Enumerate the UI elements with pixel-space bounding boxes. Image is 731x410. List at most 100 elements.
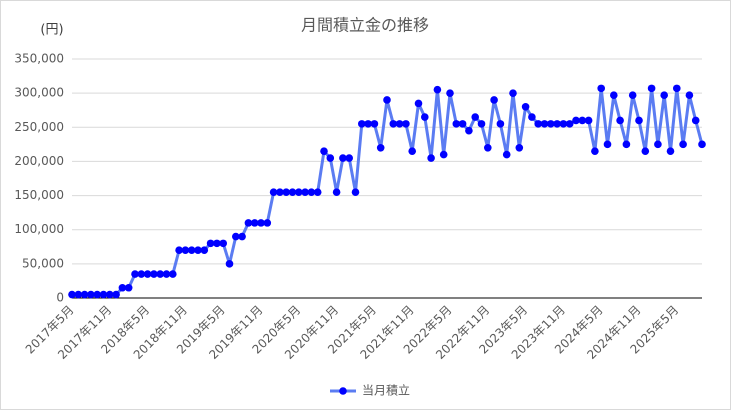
marker [578,116,587,125]
marker [295,188,303,196]
marker [156,270,164,278]
marker [93,290,101,299]
marker [232,232,240,241]
marker [219,239,227,248]
marker [547,120,555,128]
marker [351,188,360,196]
y-tick-label: 100,000 [14,222,64,236]
marker [458,120,467,128]
marker [225,260,234,268]
marker [345,154,354,162]
marker [250,219,259,227]
marker [528,113,536,121]
marker [395,120,404,128]
marker [427,154,435,162]
marker [383,96,391,104]
chart-title: 月間積立金の推移 [301,16,429,35]
marker [673,84,681,93]
marker [452,120,461,128]
marker [465,126,473,135]
marker [408,147,417,155]
marker [584,116,593,125]
marker [194,246,202,254]
marker [143,270,152,278]
marker [238,232,246,241]
marker [471,113,480,121]
legend-label: 当月積立 [362,383,410,398]
marker [124,283,133,292]
marker [276,188,284,196]
marker [477,120,486,128]
marker [622,140,631,149]
marker [660,91,668,99]
marker [213,239,221,248]
marker [641,147,650,155]
marker [565,120,574,128]
marker [288,188,297,196]
marker [698,140,706,149]
marker [647,84,656,93]
marker [534,120,542,128]
marker [389,120,398,128]
y-tick-label: 200,000 [14,154,64,168]
marker [263,219,272,227]
y-tick-label: 250,000 [14,120,64,134]
marker [496,120,505,128]
marker [402,120,410,128]
marker [484,143,492,152]
marker [301,188,309,196]
marker [200,246,209,254]
marker [691,116,700,125]
marker [332,188,341,196]
marker [80,290,89,299]
marker [654,140,662,149]
marker [137,270,146,278]
marker [421,113,429,121]
marker [358,120,366,128]
marker [244,219,253,227]
legend-marker [339,387,347,395]
marker [175,246,183,254]
marker [131,270,139,278]
marker [490,96,498,104]
marker [206,239,215,248]
marker [257,219,265,227]
marker [628,91,637,99]
marker [446,89,454,97]
marker [597,84,605,93]
marker [169,270,177,278]
marker [339,154,347,162]
marker [414,99,423,108]
marker [433,85,442,94]
y-tick-label: 50,000 [22,256,64,270]
marker [610,91,618,99]
marker [68,290,76,299]
marker [553,120,561,128]
marker [679,140,687,149]
marker [269,188,278,196]
marker [313,188,322,196]
marker [106,290,114,299]
marker [118,283,127,292]
marker [572,116,580,125]
marker [515,143,524,152]
y-tick-label: 150,000 [14,188,64,202]
marker [87,290,95,299]
marker [326,154,335,162]
marker [320,147,328,155]
y-unit-label: (円) [40,23,63,38]
marker [307,188,316,196]
marker [666,147,675,155]
marker [187,246,196,254]
marker [99,290,108,299]
marker [616,116,624,125]
marker [685,91,694,99]
y-tick-label: 350,000 [14,52,64,66]
marker [181,246,190,254]
y-tick-label: 300,000 [14,86,64,100]
marker [559,120,568,128]
marker [591,147,599,155]
marker [502,150,511,159]
